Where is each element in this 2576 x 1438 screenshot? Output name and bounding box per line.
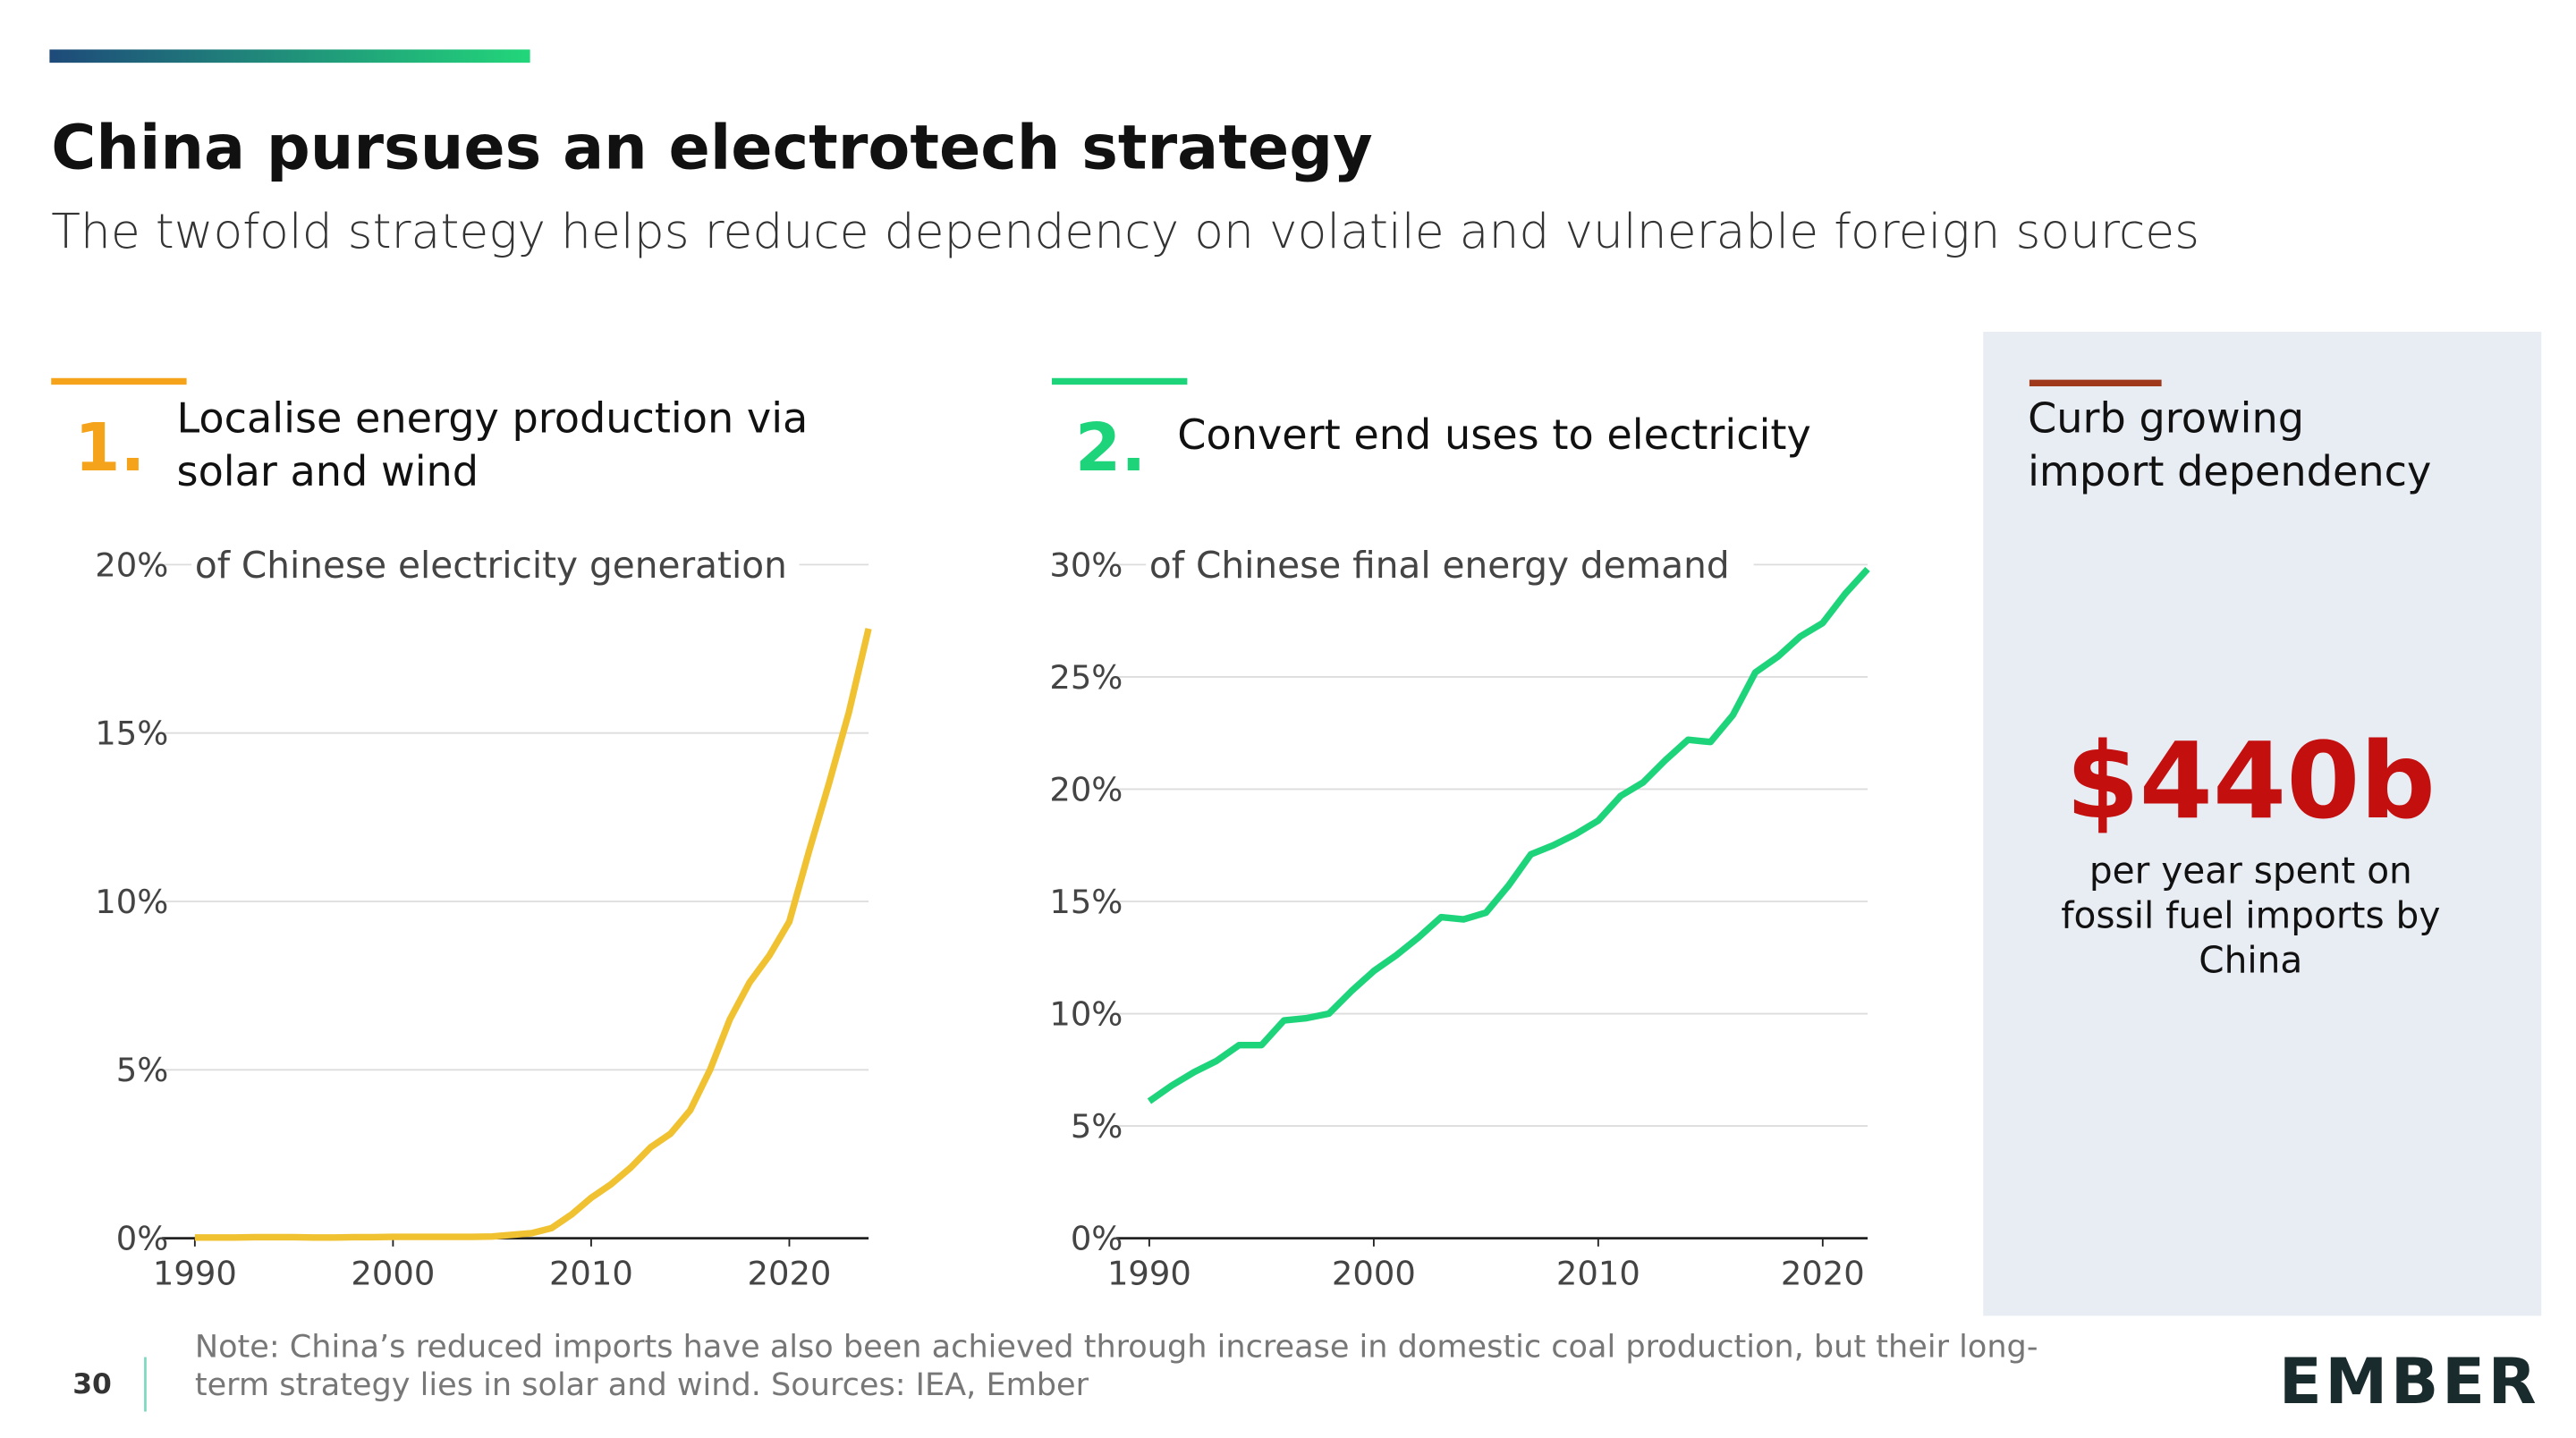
subtitle: The twofold strategy helps reduce depend…: [51, 203, 2199, 259]
x-tick-label: 1990: [153, 1254, 237, 1292]
y-axis-label: of Chinese final energy demand: [1149, 544, 1730, 587]
x-tick-label: 2010: [549, 1254, 633, 1292]
caption: China: [2199, 938, 2302, 981]
logo: EMBER: [2279, 1345, 2540, 1418]
note: Note: China’s reduced imports have also …: [195, 1329, 2038, 1366]
y-tick-label: 5%: [116, 1051, 169, 1089]
data-line: [1147, 566, 1870, 1104]
section-number: 2.: [1075, 410, 1146, 486]
panel-bar: [2029, 379, 2162, 386]
y-tick-label: 20%: [95, 546, 168, 584]
x-tick-label: 2020: [1781, 1254, 1865, 1292]
x-tick-label: 2010: [1556, 1254, 1640, 1292]
panel-bg: [1983, 332, 2542, 1316]
page-number: 30: [72, 1368, 112, 1400]
title: China pursues an electrotech strategy: [51, 113, 1372, 183]
y-tick-label: 20%: [1049, 770, 1123, 808]
section-bar: [1052, 377, 1188, 385]
section-number: 1.: [74, 410, 145, 486]
x-tick-label: 2020: [747, 1254, 831, 1292]
caption: per year spent on: [2089, 850, 2412, 892]
y-tick-label: 15%: [1049, 883, 1123, 921]
x-tick-label: 2000: [351, 1254, 435, 1292]
section-heading: solar and wind: [177, 447, 479, 495]
y-tick-label: 15%: [95, 715, 168, 753]
y-tick-label: 25%: [1049, 658, 1123, 697]
big-figure: $440b: [2066, 719, 2436, 842]
y-tick-label: 10%: [1049, 994, 1123, 1033]
section-heading: Convert end uses to electricity: [1177, 410, 1810, 459]
data-line: [194, 628, 872, 1241]
note: term strategy lies in solar and wind. So…: [195, 1366, 1089, 1403]
y-axis-label: of Chinese electricity generation: [195, 544, 787, 587]
section-bar: [51, 377, 187, 385]
accent-bar: [49, 49, 530, 63]
y-tick-label: 30%: [1049, 546, 1123, 584]
caption: fossil fuel imports by: [2061, 894, 2440, 937]
y-tick-label: 10%: [95, 883, 168, 921]
x-tick-label: 2000: [1332, 1254, 1416, 1292]
x-tick-label: 1990: [1107, 1254, 1191, 1292]
section-heading: Localise energy production via: [177, 394, 809, 443]
label-bg: [1146, 541, 1754, 588]
y-tick-label: 5%: [1071, 1107, 1123, 1146]
y-tick-label: 0%: [1071, 1220, 1123, 1258]
panel-heading: import dependency: [2028, 447, 2431, 495]
panel-heading: Curb growing: [2028, 394, 2304, 443]
label-bg: [191, 541, 800, 588]
y-tick-label: 0%: [116, 1220, 169, 1258]
